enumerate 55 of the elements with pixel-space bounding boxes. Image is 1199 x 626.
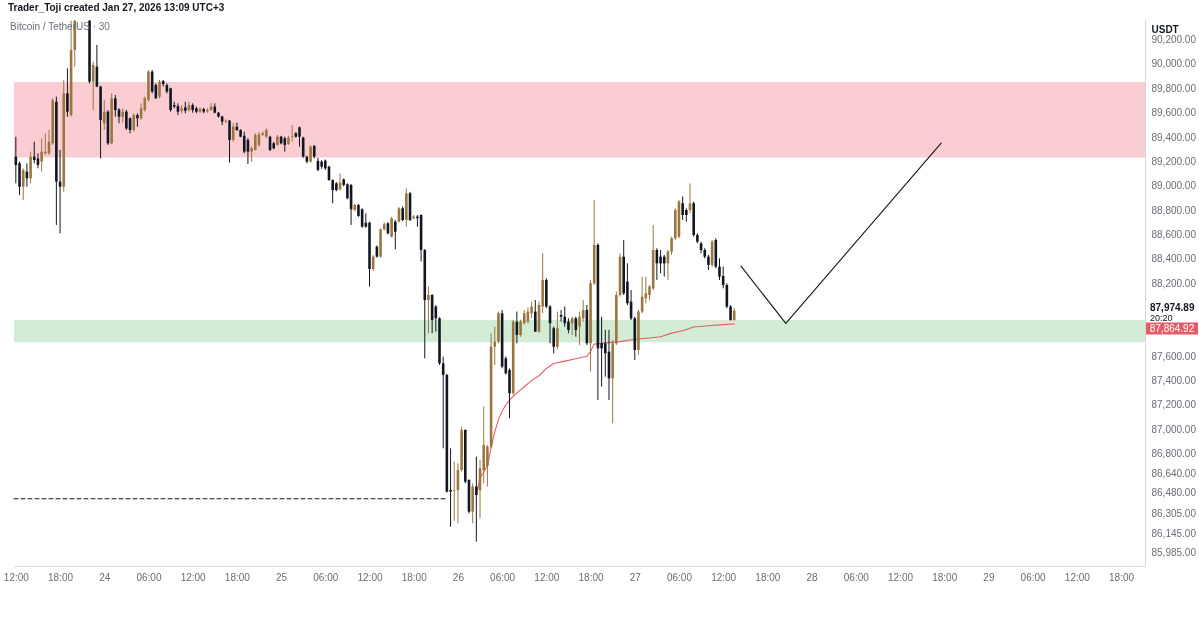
text: 87,974.89 bbox=[1150, 301, 1195, 313]
y-tick-label: 86,640.00 bbox=[1151, 467, 1197, 479]
x-tick-label: 12:00 bbox=[1064, 571, 1091, 583]
text: 87,864.92 bbox=[1149, 322, 1195, 334]
candlestick bbox=[206, 107, 209, 114]
x-tick-label: 18:00 bbox=[401, 571, 428, 583]
x-tick-label: 27 bbox=[629, 571, 642, 583]
candlestick bbox=[452, 461, 456, 522]
y-tick-label: 86,800.00 bbox=[1151, 448, 1197, 460]
y-tick-label: 87,600.00 bbox=[1151, 350, 1197, 362]
x-tick-label: 25 bbox=[276, 571, 288, 583]
x-tick-label: 18:00 bbox=[755, 571, 781, 583]
y-tick-label: 89,600.00 bbox=[1151, 107, 1197, 119]
y-tick-label: 86,305.00 bbox=[1151, 508, 1197, 520]
x-tick-label: 06:00 bbox=[666, 571, 693, 583]
x-tick-label: 18:00 bbox=[48, 571, 74, 583]
x-tick-label: 28 bbox=[806, 571, 819, 583]
x-tick-label: 06:00 bbox=[490, 571, 516, 583]
y-tick-label: 88,400.00 bbox=[1151, 253, 1197, 265]
y-tick-label: 87,200.00 bbox=[1151, 399, 1197, 411]
y-tick-label: 86,145.00 bbox=[1151, 527, 1197, 539]
y-tick-label: 90,000.00 bbox=[1151, 58, 1197, 70]
x-tick-label: 18:00 bbox=[578, 571, 604, 583]
y-axis-title: USDT bbox=[1151, 23, 1179, 35]
candlestick bbox=[180, 104, 183, 114]
x-tick-label: 12:00 bbox=[180, 571, 207, 583]
y-tick-label: 88,200.00 bbox=[1151, 277, 1197, 289]
x-tick-label: 12:00 bbox=[534, 571, 560, 583]
y-tick-label: 89,800.00 bbox=[1151, 82, 1197, 94]
x-tick-label: 29 bbox=[983, 571, 995, 583]
x-tick-label: 18:00 bbox=[224, 571, 251, 583]
y-tick-label: 87,400.00 bbox=[1151, 375, 1197, 387]
x-tick-label: 06:00 bbox=[136, 571, 162, 583]
y-tick-label: 89,200.00 bbox=[1151, 155, 1197, 167]
x-tick-label: 26 bbox=[452, 571, 465, 583]
x-tick-label: 06:00 bbox=[843, 571, 870, 583]
y-tick-label: 88,800.00 bbox=[1151, 204, 1197, 216]
x-tick-label: 12:00 bbox=[3, 571, 30, 583]
y-tick-label: 86,480.00 bbox=[1151, 487, 1197, 499]
x-tick-label: 12:00 bbox=[711, 571, 737, 583]
y-tick-label: 90,200.00 bbox=[1151, 34, 1197, 46]
x-tick-label: 12:00 bbox=[888, 571, 914, 583]
y-tick-label: 87,000.00 bbox=[1151, 423, 1197, 435]
x-tick-label: 18:00 bbox=[1109, 571, 1135, 583]
x-tick-label: 18:00 bbox=[932, 571, 958, 583]
text: Trader_Toji created Jan 27, 2026 13:09 UTC+3 bbox=[8, 2, 225, 13]
y-tick-label: 85,985.00 bbox=[1151, 547, 1197, 559]
y-tick-label: 89,400.00 bbox=[1151, 131, 1197, 143]
x-tick-label: 12:00 bbox=[357, 571, 383, 583]
y-tick-label: 88,600.00 bbox=[1151, 228, 1197, 240]
x-tick-label: 06:00 bbox=[1020, 571, 1047, 583]
x-tick-label: 06:00 bbox=[313, 571, 339, 583]
text: 20:20 bbox=[1150, 312, 1173, 323]
x-tick-label: 24 bbox=[99, 571, 111, 583]
y-tick-label: 89,000.00 bbox=[1151, 180, 1197, 192]
